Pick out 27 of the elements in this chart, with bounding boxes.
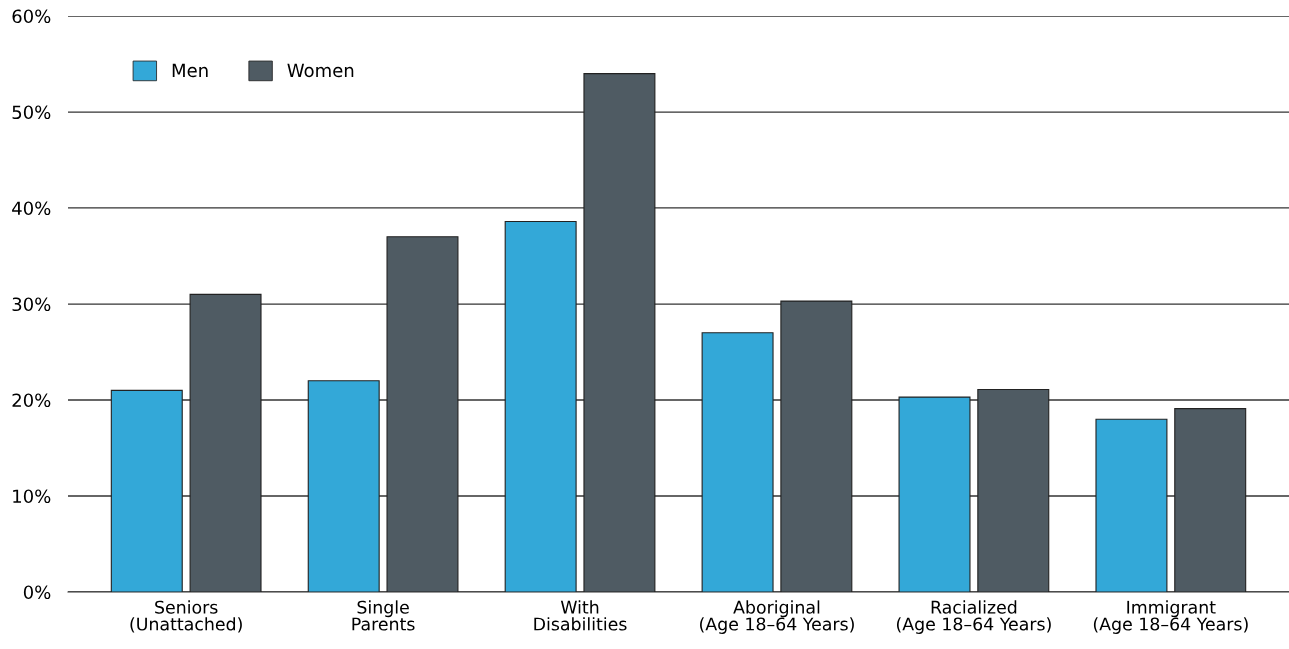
legend-label: Women: [287, 63, 354, 78]
y-tick-label: 30%: [12, 297, 51, 312]
y-tick-label: 60%: [12, 9, 51, 24]
bar: [583, 73, 656, 592]
bar: [307, 380, 380, 592]
x-tick-label: Aboriginal (Age 18–64 Years): [700, 600, 854, 634]
x-tick-label: Single Parents: [352, 600, 415, 631]
y-tick-label: 10%: [13, 489, 51, 504]
x-tick-label: Racialized (Age 18–64 Years): [896, 600, 1051, 634]
bar: [1174, 408, 1247, 592]
x-tick-label: With Disabilities: [534, 600, 627, 631]
bar: [1095, 418, 1168, 592]
bar: [110, 389, 183, 592]
legend-label: Men: [172, 63, 208, 78]
x-tick-label: Seniors (Unattached): [130, 600, 242, 633]
bar: [977, 388, 1050, 592]
bar: [701, 332, 774, 592]
x-tick-label: Immigrant (Age 18–64 Years): [1093, 600, 1248, 634]
bar: [386, 236, 459, 592]
bar: [898, 396, 971, 592]
y-tick-label: 40%: [12, 201, 51, 216]
y-tick-label: 0%: [23, 585, 51, 600]
y-tick-label: 50%: [12, 105, 51, 120]
y-tick-label: 20%: [12, 393, 51, 408]
bar: [189, 293, 262, 592]
bar: [504, 220, 577, 592]
bar: [780, 300, 853, 592]
